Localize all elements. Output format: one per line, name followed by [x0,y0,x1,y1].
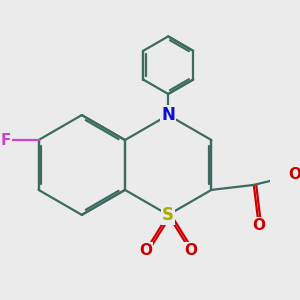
Text: F: F [1,133,11,148]
Text: S: S [162,206,174,224]
Text: N: N [161,106,175,124]
Text: O: O [139,243,152,258]
Text: O: O [288,167,300,182]
Text: O: O [184,243,197,258]
Text: O: O [252,218,265,233]
